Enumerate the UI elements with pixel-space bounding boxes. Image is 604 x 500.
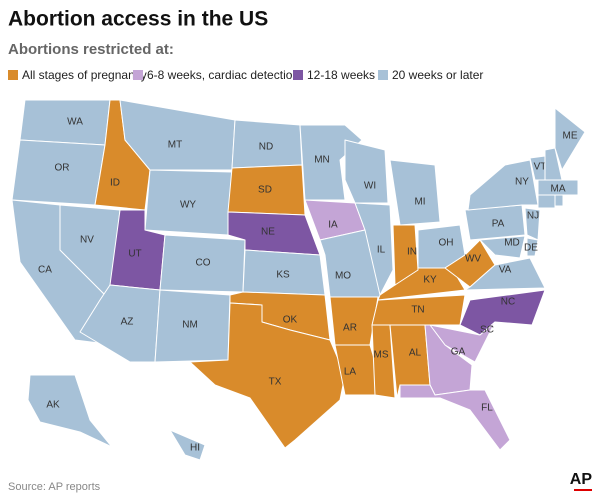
- state-label: MI: [414, 197, 425, 208]
- state-label: NM: [182, 320, 198, 331]
- state: [399, 384, 511, 451]
- legend-label: 6-8 weeks, cardiac detection: [147, 68, 299, 82]
- logo-underline: [574, 489, 592, 491]
- state-label: CA: [38, 265, 52, 276]
- state: [537, 179, 579, 196]
- state: [464, 257, 546, 291]
- state: [344, 139, 389, 204]
- us-map: WA OR CA NV ID MT WY UT AZ CO NM ND SD NE KS OK TX MN IA MO…: [11, 99, 586, 461]
- state-label: TN: [411, 305, 424, 316]
- state: [389, 159, 441, 226]
- state-label: OK: [283, 315, 298, 326]
- state-label: CO: [196, 258, 211, 269]
- state-label: VT: [534, 162, 547, 173]
- state-label: KY: [423, 275, 437, 286]
- state-label: WV: [465, 254, 481, 265]
- legend-swatch: [378, 70, 388, 80]
- legend-swatch: [8, 70, 18, 80]
- state-label: NE: [261, 227, 275, 238]
- state-label: AL: [409, 348, 422, 359]
- state: [537, 194, 556, 209]
- ap-logo: AP: [570, 471, 593, 488]
- state-label: AK: [46, 400, 60, 411]
- state-label: MD: [504, 238, 520, 249]
- legend-swatch: [133, 70, 143, 80]
- state-label: NC: [501, 297, 515, 308]
- legend: All stages of pregnancy 6-8 weeks, cardia…: [8, 68, 483, 82]
- state-label: SD: [258, 185, 272, 196]
- state-label: HI: [190, 443, 200, 454]
- state-label: MN: [314, 155, 330, 166]
- state-label: MS: [374, 350, 389, 361]
- state-label: MA: [551, 184, 566, 195]
- state-label: GA: [451, 347, 466, 358]
- subtitle: Abortions restricted at:: [8, 41, 174, 58]
- state: [526, 237, 539, 257]
- title: Abortion access in the US: [8, 8, 268, 31]
- source: Source: AP reports: [8, 481, 101, 493]
- state: [392, 224, 419, 286]
- state: [354, 202, 394, 296]
- state-label: PA: [492, 219, 505, 230]
- state-label: NJ: [527, 211, 539, 222]
- state-label: FL: [481, 403, 493, 414]
- state-label: WY: [180, 200, 196, 211]
- state-label: ID: [110, 178, 120, 189]
- state-label: VA: [499, 265, 512, 276]
- state-label: TX: [269, 377, 282, 388]
- state-label: DE: [524, 243, 538, 254]
- state-label: NY: [515, 177, 529, 188]
- state: [19, 99, 111, 146]
- state-label: OR: [55, 163, 70, 174]
- state: [119, 99, 236, 171]
- state: [479, 235, 526, 259]
- state-label: WA: [67, 117, 83, 128]
- state-label: KS: [276, 270, 290, 281]
- legend-label: 20 weeks or later: [392, 68, 483, 82]
- state-label: IN: [407, 247, 417, 258]
- state-label: IA: [328, 220, 338, 231]
- state-label: OH: [439, 238, 454, 249]
- state-label: IL: [377, 245, 386, 256]
- state-label: WI: [364, 181, 376, 192]
- state: [554, 194, 564, 207]
- state-label: ME: [563, 131, 578, 142]
- state: [554, 107, 586, 171]
- state-label: MO: [335, 271, 351, 282]
- state: [169, 429, 206, 461]
- state-label: LA: [344, 367, 357, 378]
- state-label: UT: [128, 249, 141, 260]
- state-label: ND: [259, 142, 273, 153]
- state-label: MT: [168, 140, 182, 151]
- state: [444, 239, 496, 288]
- state-label: AZ: [121, 317, 134, 328]
- legend-swatch: [293, 70, 303, 80]
- state-label: AR: [343, 323, 357, 334]
- legend-label: All stages of pregnancy: [22, 68, 147, 82]
- state: [27, 374, 113, 448]
- state-label: SC: [480, 325, 494, 336]
- state-label: NV: [80, 235, 94, 246]
- legend-label: 12-18 weeks: [307, 68, 375, 82]
- state: [189, 302, 346, 449]
- state: [329, 296, 379, 346]
